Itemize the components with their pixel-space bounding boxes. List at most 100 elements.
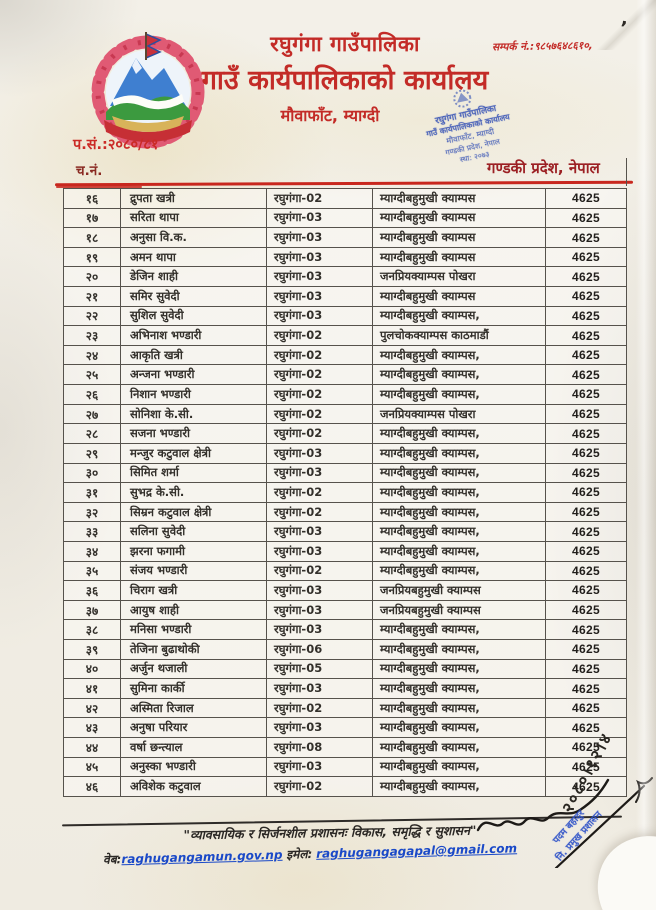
cell-sn: ४१ xyxy=(64,679,121,698)
cell-ward: रघुगंगा-02 xyxy=(267,326,373,345)
cell-sn: ४२ xyxy=(64,698,121,718)
cell-campus: जनप्रियक्याम्पस पोखरा xyxy=(373,404,546,424)
cell-name: डेजिन शाही xyxy=(121,267,267,287)
table-row: ४५ अनुस्का भण्डारी रघुगंगा-03 म्याग्दीबहुमु… xyxy=(64,757,626,778)
cell-name: मनिसा भण्डारी xyxy=(121,620,267,640)
cell-ward: रघुगंगा-03 xyxy=(267,600,373,620)
cell-sn: १७ xyxy=(64,208,121,228)
cell-ward: रघुगंगा-05 xyxy=(267,659,373,679)
cell-sn: ३६ xyxy=(64,581,121,600)
cell-name: सोनिशा के.सी. xyxy=(121,404,267,424)
cell-name: अमन थापा xyxy=(121,247,267,267)
cell-ward: रघुगंगा-08 xyxy=(267,738,373,757)
table-row: २१ समिर सुवेदी रघुगंगा-03 म्याग्दीबहुमुखी क… xyxy=(64,287,626,307)
cell-name: अस्मिता रिजाल xyxy=(121,698,267,718)
cell-campus: म्याग्दीबहुमुखी क्याम्पस, xyxy=(373,679,546,698)
cell-campus: जनप्रियक्याम्पस पोखरा xyxy=(373,267,546,287)
cell-name: तेजिना बुढाथोकी xyxy=(121,640,267,659)
table-row: ३८ मनिसा भण्डारी रघुगंगा-03 म्याग्दीबहुमुखी… xyxy=(64,620,626,641)
cell-sn: ४५ xyxy=(64,757,121,777)
cell-sn: १९ xyxy=(64,247,121,267)
cell-campus: म्याग्दीबहुमुखी क्याम्पस xyxy=(373,228,546,247)
cell-name: संजय भण्डारी xyxy=(121,561,267,581)
cell-campus: म्याग्दीबहुमुखी क्याम्पस, xyxy=(373,738,546,757)
cell-name: द्रुपता खत्री xyxy=(121,189,267,208)
table-row: ३९ तेजिना बुढाथोकी रघुगंगा-06 म्याग्दीबहुमु… xyxy=(64,640,626,660)
cell-sn: २५ xyxy=(64,365,121,385)
cell-campus: म्याग्दीबहुमुखी क्याम्पस, xyxy=(373,443,546,463)
cell-ward: रघुगंगा-03 xyxy=(267,620,373,640)
cell-sn: ३७ xyxy=(64,600,121,620)
office-title: गाउँ कार्यपालिकाको कार्यालय xyxy=(201,65,489,96)
cell-name: अर्जुन थजाली xyxy=(121,659,267,679)
cell-ward: रघुगंगा-02 xyxy=(267,189,373,208)
nepal-emblem-logo xyxy=(91,32,205,149)
table-row: ३४ झरना फगामी रघुगंगा-03 म्याग्दीबहुमुखी क्… xyxy=(64,541,626,562)
cell-amount: 4625 xyxy=(572,328,600,343)
cell-campus: म्याग्दीबहुमुखी क्याम्पस, xyxy=(373,561,546,581)
cell-amount: 4625 xyxy=(572,191,600,206)
cell-sn: ४६ xyxy=(64,777,121,796)
cell-ward: रघुगंगा-03 xyxy=(267,522,373,541)
cell-name: अविशेक कटुवाल xyxy=(121,777,267,796)
cell-ward: रघुगंगा-02 xyxy=(267,777,373,796)
cell-campus: म्याग्दीबहुमुखी क्याम्पस, xyxy=(373,698,546,718)
cell-name: सिम्रन कटुवाल क्षेत्री xyxy=(121,502,267,522)
cell-ward: रघुगंगा-02 xyxy=(267,345,373,365)
office-ink-stamp: रघुगंगा गाउँपालिका गाउँ कार्यपालिकाको का… xyxy=(386,73,550,178)
table-row: ४० अर्जुन थजाली रघुगंगा-05 म्याग्दीबहुमुखी … xyxy=(64,659,626,680)
table-row: ३२ सिम्रन कटुवाल क्षेत्री रघुगंगा-02 म्याग्… xyxy=(64,502,626,523)
cell-amount: 4625 xyxy=(572,740,600,755)
cell-ward: रघुगंगा-03 xyxy=(267,679,373,698)
table-row: ४४ वर्षा छन्त्याल रघुगंगा-08 म्याग्दीबहुमुख… xyxy=(64,738,626,758)
cell-campus: म्याग्दीबहुमुखी क्याम्पस, xyxy=(373,502,546,522)
cell-sn: २७ xyxy=(64,404,121,424)
cell-amount: 4625 xyxy=(572,720,600,735)
cell-amount: 4625 xyxy=(572,544,600,559)
cell-campus: पुलचोकक्याम्पस काठमाडौं xyxy=(373,326,546,345)
cell-ward: रघुगंगा-02 xyxy=(267,424,373,443)
cell-ward: रघुगंगा-03 xyxy=(267,208,373,228)
cell-campus: म्याग्दीबहुमुखी क्याम्पस xyxy=(373,208,546,228)
cell-name: समिर सुवेदी xyxy=(121,287,267,306)
cell-amount: 4625 xyxy=(572,426,600,441)
reference-number: प.सं.:२०८०/८१ xyxy=(73,137,159,153)
table-row: २० डेजिन शाही रघुगंगा-03 जनप्रियक्याम्पस पो… xyxy=(64,267,626,288)
table-row: १९ अमन थापा रघुगंगा-03 म्याग्दीबहुमुखी क्या… xyxy=(64,247,626,268)
table-row: २३ अभिनाश भण्डारी रघुगंगा-02 पुलचोकक्याम्पस… xyxy=(64,326,626,346)
cell-ward: रघुगंगा-02 xyxy=(267,502,373,522)
cell-ward: रघुगंगा-02 xyxy=(267,365,373,385)
red-pen-line-double xyxy=(56,186,142,188)
cell-sn: २४ xyxy=(64,345,121,365)
cell-sn: ३१ xyxy=(64,483,121,502)
cell-name: सिमित शर्मा xyxy=(121,463,267,483)
table-row: ३७ आयुष शाही रघुगंगा-03 जनप्रियबहुमुखी क्या… xyxy=(64,600,626,621)
table-border-stub xyxy=(626,158,627,186)
cell-sn: ३४ xyxy=(64,541,121,561)
cell-sn: ३८ xyxy=(64,620,121,640)
cell-amount: 4625 xyxy=(572,465,600,480)
cell-name: अनुस्का भण्डारी xyxy=(121,757,267,777)
table-row: २२ सुशिल सुवेदी रघुगंगा-03 म्याग्दीबहुमुखी … xyxy=(64,306,626,327)
table-row: ४२ अस्मिता रिजाल रघुगंगा-02 म्याग्दीबहुमुखी… xyxy=(64,698,626,719)
cell-campus: म्याग्दीबहुमुखी क्याम्पस xyxy=(373,247,546,267)
table-row: २८ सजना भण्डारी रघुगंगा-02 म्याग्दीबहुमुखी … xyxy=(64,424,626,444)
cell-amount: 4625 xyxy=(572,681,600,696)
stamp-emblem-icon xyxy=(453,89,472,108)
cell-amount: 4625 xyxy=(572,230,600,245)
table-row: २५ अन्जना भण्डारी रघुगंगा-02 म्याग्दीबहुमुख… xyxy=(64,365,626,386)
cell-sn: ३३ xyxy=(64,522,121,541)
cell-campus: म्याग्दीबहुमुखी क्याम्पस xyxy=(373,287,546,306)
cell-amount: 4625 xyxy=(572,485,600,500)
cell-name: आकृति खत्री xyxy=(121,345,267,365)
cell-name: अनुषा परियार xyxy=(121,718,267,738)
cell-amount: 4625 xyxy=(572,622,600,637)
cell-amount: 4625 xyxy=(572,642,600,657)
cell-sn: ३० xyxy=(64,463,121,483)
cell-ward: रघुगंगा-02 xyxy=(267,404,373,424)
cell-name: सरिता थापा xyxy=(121,208,267,228)
cell-ward: रघुगंगा-02 xyxy=(267,385,373,404)
cell-campus: म्याग्दीबहुमुखी क्याम्पस, xyxy=(373,640,546,659)
cell-name: झरना फगामी xyxy=(121,541,267,561)
